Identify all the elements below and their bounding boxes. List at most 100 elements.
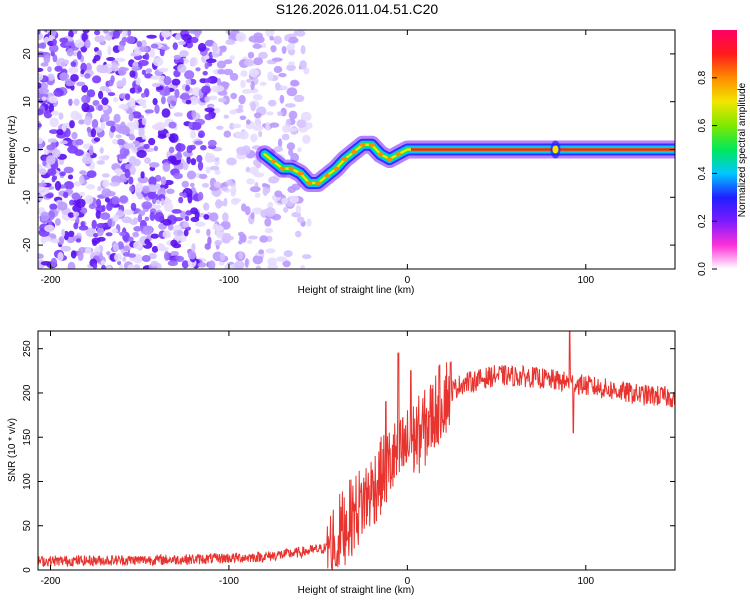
spectrogram-noise-dot bbox=[124, 168, 131, 179]
spectrogram-noise-dot bbox=[198, 130, 205, 138]
spectrogram-noise-dot bbox=[93, 233, 99, 238]
spectrogram-noise-dot bbox=[266, 111, 274, 116]
snr-xtick-label: 100 bbox=[577, 576, 594, 587]
spectrogram-noise-dot bbox=[102, 179, 110, 188]
spectrogram-noise-dot bbox=[253, 112, 262, 119]
snr-ytick-label: 150 bbox=[22, 428, 33, 445]
spectrogram-noise bbox=[38, 30, 313, 269]
spectrogram-noise-dot bbox=[86, 89, 96, 98]
spectrogram-noise-dot bbox=[84, 194, 94, 205]
colorbar: 0.0 0.2 0.4 0.6 0.8 Normalized spectral ampl… bbox=[697, 30, 748, 276]
spectrogram-noise-dot bbox=[38, 182, 47, 187]
spectrogram-noise-dot bbox=[176, 151, 182, 159]
spectrogram-noise-dot bbox=[73, 181, 82, 187]
spectrogram-ridge bbox=[255, 135, 675, 192]
spectrogram-noise-dot bbox=[110, 125, 116, 133]
spectrogram-noise-dot bbox=[142, 185, 150, 194]
spectrogram-noise-dot bbox=[297, 147, 302, 153]
spectrogram-noise-dot bbox=[81, 84, 89, 93]
spectrogram-noise-dot bbox=[111, 197, 120, 205]
spectrogram-noise-dot bbox=[101, 104, 109, 111]
spectrogram-noise-dot bbox=[205, 39, 215, 47]
spectrogram-noise-dot bbox=[166, 133, 171, 138]
spectrogram-noise-dot bbox=[171, 209, 182, 214]
spectrogram-noise-dot bbox=[138, 59, 149, 67]
spectrogram-noise-dot bbox=[132, 231, 140, 238]
spectrogram-noise-dot bbox=[282, 260, 291, 268]
spectrogram-noise-dot bbox=[153, 145, 159, 152]
spectrogram-noise-dot bbox=[306, 218, 312, 227]
spectrogram-noise-dot bbox=[197, 191, 204, 201]
spectrogram-noise-dot bbox=[252, 43, 263, 49]
spectrogram-noise-dot bbox=[189, 96, 199, 106]
spectrogram-noise-dot bbox=[75, 198, 86, 208]
spectrogram-noise-dot bbox=[173, 255, 185, 262]
spectrogram-noise-dot bbox=[49, 129, 59, 135]
spectrogram-noise-dot bbox=[173, 112, 184, 117]
spectrogram-noise-dot bbox=[205, 152, 210, 163]
spectrogram-noise-dot bbox=[49, 117, 59, 128]
spectrogram-noise-dot bbox=[132, 158, 141, 167]
spectrogram-noise-dot bbox=[122, 256, 127, 262]
spectrogram-noise-dot bbox=[267, 71, 274, 81]
spectrogram-noise-dot bbox=[58, 112, 64, 120]
spectrogram-noise-dot bbox=[43, 54, 51, 64]
spectrogram-noise-dot bbox=[241, 203, 247, 212]
spectrogram-noise-dot bbox=[264, 218, 272, 227]
spectrogram-noise-dot bbox=[143, 143, 150, 149]
spectrogram-noise-dot bbox=[54, 180, 62, 191]
spectrogram-noise-dot bbox=[119, 147, 130, 157]
spectrogram-noise-dot bbox=[265, 30, 275, 38]
spectrogram-xtick-label: -200 bbox=[40, 275, 60, 286]
spectrogram-noise-dot bbox=[209, 165, 220, 171]
spectrogram-noise-dot bbox=[214, 239, 223, 246]
spectrogram-noise-dot bbox=[38, 108, 44, 116]
spectrogram-noise-dot bbox=[52, 38, 57, 46]
spectrogram-bump-core bbox=[552, 145, 559, 154]
spectrogram-noise-dot bbox=[238, 240, 243, 245]
spectrogram-noise-dot bbox=[268, 176, 279, 184]
spectrogram-noise-dot bbox=[182, 192, 187, 199]
spectrogram-noise-dot bbox=[152, 98, 158, 106]
spectrogram-noise-dot bbox=[101, 204, 106, 212]
spectrogram-noise-dot bbox=[284, 103, 296, 108]
spectrogram-noise-dot bbox=[201, 85, 211, 95]
spectrogram-noise-dot bbox=[141, 39, 147, 48]
spectrogram-noise-dot bbox=[149, 211, 155, 221]
spectrogram-noise-dot bbox=[68, 66, 79, 74]
spectrogram-ytick-label: -20 bbox=[22, 237, 33, 252]
spectrogram-noise-dot bbox=[117, 209, 124, 218]
spectrogram-noise-dot bbox=[69, 120, 75, 129]
spectrogram-noise-dot bbox=[246, 119, 251, 125]
spectrogram-noise-dot bbox=[211, 42, 218, 53]
spectrogram-noise-dot bbox=[150, 233, 159, 239]
spectrogram-noise-dot bbox=[173, 54, 182, 60]
spectrogram-noise-dot bbox=[59, 171, 66, 177]
spectrogram-noise-dot bbox=[276, 256, 287, 262]
spectrogram-noise-dot bbox=[107, 92, 116, 97]
spectrogram-noise-dot bbox=[300, 111, 312, 122]
spectrogram-noise-dot bbox=[144, 52, 150, 61]
spectrogram-noise-dot bbox=[137, 193, 144, 200]
spectrogram-noise-dot bbox=[248, 235, 258, 240]
spectrogram-noise-dot bbox=[157, 133, 167, 139]
spectrogram-noise-dot bbox=[232, 123, 242, 129]
spectrogram-noise-dot bbox=[94, 47, 99, 53]
spectrogram-noise-dot bbox=[150, 43, 159, 49]
spectrogram-noise-dot bbox=[105, 232, 113, 237]
spectrogram-noise-dot bbox=[57, 201, 68, 211]
spectrogram-ridge-hotspot bbox=[368, 142, 375, 147]
spectrogram-noise-dot bbox=[110, 65, 119, 72]
spectrogram-noise-dot bbox=[238, 251, 244, 260]
spectrogram-noise-dot bbox=[84, 39, 91, 49]
spectrogram-noise-dot bbox=[168, 121, 177, 129]
spectrogram-noise-dot bbox=[133, 264, 141, 269]
spectrogram-noise-dot bbox=[148, 176, 157, 187]
spectrogram-noise-dot bbox=[265, 248, 276, 254]
spectrogram-noise-dot bbox=[286, 87, 298, 97]
spectrogram-noise-dot bbox=[83, 116, 92, 126]
spectrogram-noise-dot bbox=[48, 95, 58, 104]
spectrogram-noise-dot bbox=[128, 97, 136, 107]
spectrogram-noise-dot bbox=[129, 87, 136, 94]
spectrogram-noise-dot bbox=[269, 35, 275, 41]
